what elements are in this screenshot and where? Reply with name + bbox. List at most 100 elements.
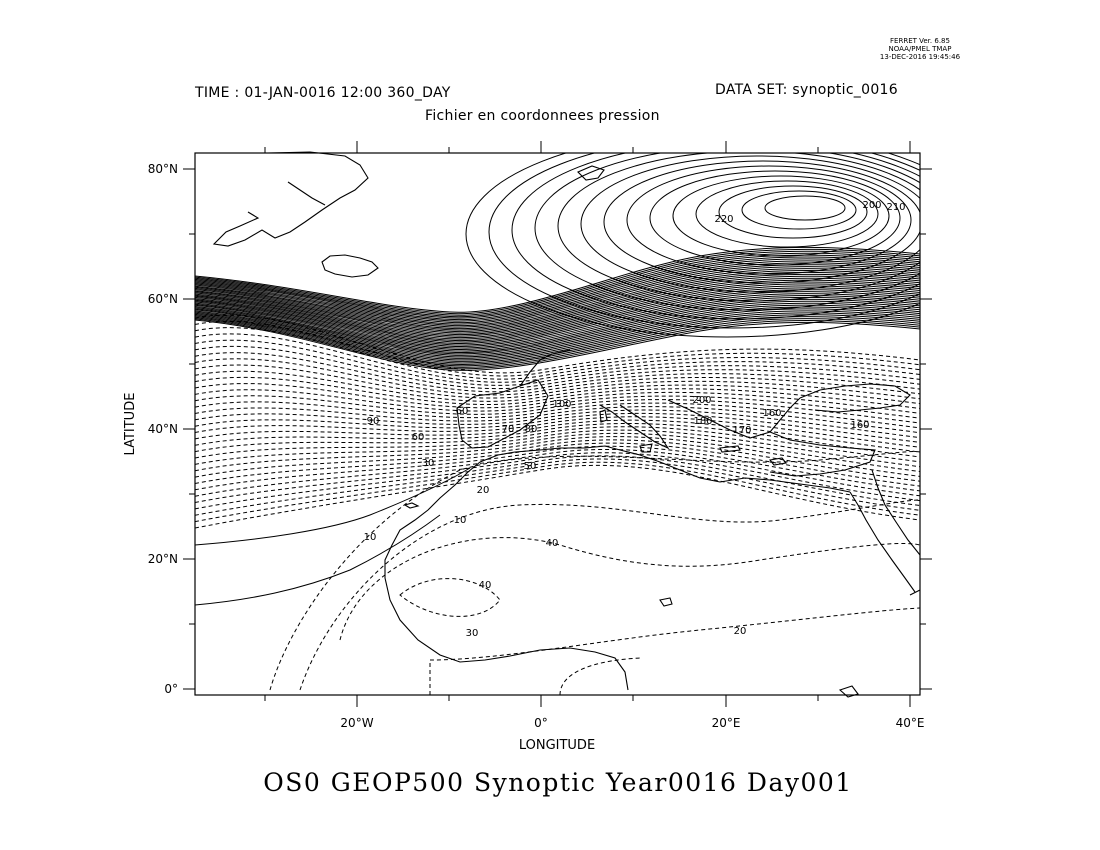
dashed-contour bbox=[195, 409, 920, 439]
contour-value-label: 50 bbox=[524, 461, 537, 472]
dashed-contour bbox=[195, 432, 920, 472]
tropical-contour bbox=[559, 657, 641, 695]
contour-value-label: 220 bbox=[714, 214, 733, 225]
cyprus bbox=[768, 457, 788, 466]
dashed-contour bbox=[195, 401, 920, 429]
jet-contour bbox=[195, 308, 920, 361]
red-sea-coast bbox=[849, 491, 916, 593]
dashed-contour bbox=[195, 358, 920, 396]
plot-subtitle: Fichier en coordonnees pression bbox=[425, 108, 660, 124]
contour-labels: 10 10 20 20 30 30 40 40 50 60 60 70 80 90 100 160 160 170… bbox=[364, 200, 906, 639]
dashed-contour bbox=[195, 442, 920, 487]
plot-frame bbox=[194, 152, 921, 696]
arctic-contour bbox=[649, 170, 901, 266]
crete bbox=[719, 445, 741, 453]
contour-value-label: 60 bbox=[456, 406, 469, 417]
software-version: FERRET Ver. 6.85 bbox=[890, 37, 950, 45]
red-sea-coast-east bbox=[871, 469, 921, 556]
arctic-contour bbox=[603, 160, 920, 284]
jet-contour bbox=[195, 300, 920, 355]
jet-contour bbox=[195, 283, 920, 342]
jet-contour bbox=[195, 256, 920, 321]
contour-value-label: 10 bbox=[364, 532, 377, 543]
dashed-contour bbox=[195, 314, 920, 374]
contour-value-label: 200 bbox=[692, 395, 711, 406]
jet-contour bbox=[195, 298, 920, 354]
y-tick-label: 60°N bbox=[148, 292, 178, 306]
dashed-contour bbox=[195, 370, 920, 405]
dashed-contour bbox=[195, 419, 920, 453]
y-axis-title: LATITUDE bbox=[123, 393, 138, 456]
dashed-contour bbox=[195, 436, 920, 477]
contour-value-label: 20 bbox=[477, 485, 490, 496]
y-tick-labels: 0° 20°N 40°N 60°N 80°N bbox=[148, 162, 178, 696]
dashed-contour bbox=[195, 429, 920, 468]
dashed-contour bbox=[195, 416, 920, 448]
jet-contour bbox=[195, 248, 920, 315]
arctic-contour bbox=[672, 175, 890, 257]
jet-contour bbox=[195, 279, 920, 339]
y-tick-label: 80°N bbox=[148, 162, 178, 176]
contour-value-label: 80 bbox=[525, 424, 538, 435]
contour-value-label: 100 bbox=[552, 399, 571, 410]
dashed-contour bbox=[195, 464, 920, 529]
tropical-contour bbox=[299, 499, 920, 691]
jet-contour bbox=[195, 295, 920, 351]
contour-value-label: 20 bbox=[734, 626, 747, 637]
arctic-contour bbox=[534, 153, 920, 311]
solid-contour bbox=[195, 467, 471, 546]
jet-contour bbox=[195, 262, 920, 325]
north-africa-coast bbox=[479, 445, 851, 493]
dashed-contour bbox=[195, 333, 920, 383]
italy-coast bbox=[599, 404, 670, 450]
balkans-coast bbox=[667, 397, 801, 439]
dashed-contour bbox=[195, 339, 920, 386]
arctic-contour bbox=[695, 180, 879, 248]
arctic-contour bbox=[488, 153, 920, 329]
jet-contour bbox=[195, 273, 920, 334]
jet-contour bbox=[195, 312, 920, 364]
sardinia bbox=[599, 409, 608, 423]
jet-contour bbox=[195, 302, 920, 356]
jet-contour bbox=[195, 281, 920, 340]
contour-value-label: 40 bbox=[479, 580, 492, 591]
y-tick-label: 20°N bbox=[148, 552, 178, 566]
dashed-contour bbox=[195, 426, 920, 463]
tropical-contour bbox=[339, 537, 920, 641]
contour-lines bbox=[195, 153, 920, 695]
y-tick-label: 0° bbox=[164, 682, 178, 696]
dashed-contour bbox=[195, 395, 920, 424]
dashed-contour bbox=[195, 406, 920, 434]
jet-contour bbox=[195, 270, 920, 331]
jet-contour bbox=[195, 319, 920, 371]
arabia-coast bbox=[909, 589, 921, 596]
dashed-contour bbox=[195, 327, 920, 380]
turkey-coast bbox=[769, 431, 876, 477]
tropical-contour bbox=[269, 451, 920, 691]
jet-contour bbox=[195, 317, 920, 368]
iberia-coast bbox=[456, 379, 549, 449]
jet-contour bbox=[195, 258, 920, 322]
time-label: TIME : 01-JAN-0016 12:00 360_DAY bbox=[195, 85, 451, 101]
x-axis-title: LONGITUDE bbox=[519, 738, 595, 753]
contour-value-label: 90 bbox=[367, 416, 380, 427]
arctic-contour bbox=[718, 185, 868, 239]
contour-value-label: 30 bbox=[422, 458, 435, 469]
software-timestamp: 13-DEC-2016 19:45:46 bbox=[879, 53, 961, 61]
axis-ticks bbox=[183, 141, 932, 707]
greenland-coast-east bbox=[287, 181, 326, 206]
jet-contour bbox=[195, 246, 920, 313]
jet-contour bbox=[195, 304, 920, 358]
contour-value-label: 200 bbox=[862, 200, 881, 211]
iceland-coast bbox=[321, 254, 379, 278]
dashed-contour bbox=[195, 412, 920, 443]
jet-contour bbox=[195, 306, 920, 359]
tropical-contour bbox=[399, 578, 501, 617]
lake-chad bbox=[659, 597, 673, 607]
contour-value-label: 70 bbox=[502, 424, 515, 435]
dashed-contour bbox=[195, 376, 920, 409]
jet-contour bbox=[195, 275, 920, 336]
y-tick-label: 40°N bbox=[148, 422, 178, 436]
dashed-contour bbox=[195, 461, 920, 523]
